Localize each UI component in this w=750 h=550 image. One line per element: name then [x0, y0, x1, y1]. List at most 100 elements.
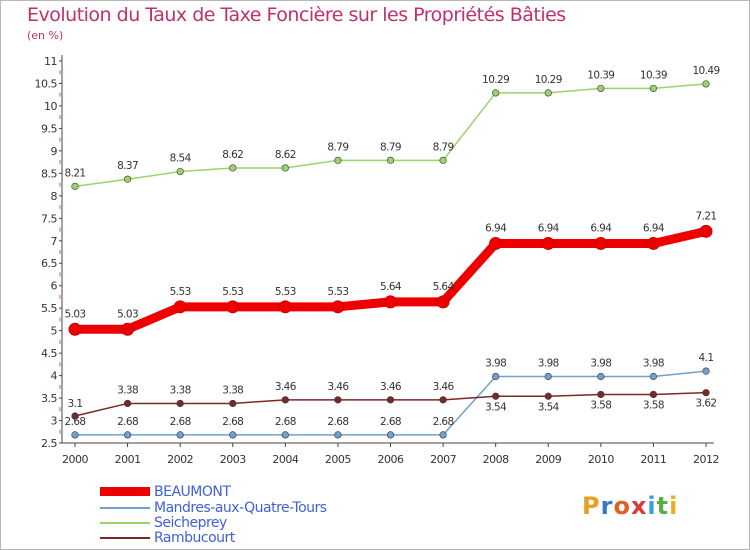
data-label: 5.64 — [433, 281, 455, 293]
data-point — [489, 236, 503, 250]
y-tick-label: 6.5 — [41, 257, 57, 270]
data-label: 3.38 — [170, 384, 191, 396]
data-label: 2.68 — [433, 416, 454, 428]
data-label: 3.62 — [696, 398, 717, 410]
data-label: 3.46 — [380, 381, 402, 393]
data-label: 3.98 — [485, 357, 506, 369]
x-tick-label: 2009 — [535, 453, 561, 466]
data-point — [386, 396, 395, 404]
data-point — [176, 167, 184, 176]
data-point — [386, 431, 395, 439]
data-label: 3.46 — [433, 381, 455, 393]
data-point — [331, 300, 345, 314]
data-point — [702, 80, 710, 88]
data-label: 3.54 — [485, 401, 507, 413]
logo-letter: o — [613, 492, 631, 520]
data-point — [123, 431, 132, 439]
data-label: 3.38 — [117, 384, 138, 396]
data-label: 8.79 — [327, 141, 348, 153]
data-label: 8.54 — [170, 153, 192, 165]
data-label: 2.68 — [117, 416, 138, 428]
data-point — [123, 175, 132, 183]
data-label: 3.54 — [538, 401, 560, 413]
legend-label-mandres: Mandres-aux-Quatre-Tours — [154, 499, 327, 516]
data-point — [492, 372, 500, 381]
legend-item-rambucourt: Rambucourt — [100, 530, 235, 546]
data-label: 3.58 — [590, 399, 611, 411]
data-point — [334, 431, 342, 439]
data-label: 8.37 — [117, 160, 138, 172]
data-point — [71, 412, 79, 420]
x-tick-label: 2012 — [693, 453, 719, 466]
data-label: 5.64 — [380, 281, 402, 293]
x-tick-label: 2008 — [483, 453, 509, 466]
data-label: 3.98 — [590, 357, 611, 369]
data-label: 8.79 — [380, 141, 401, 153]
data-point — [544, 372, 552, 381]
data-label: 8.21 — [65, 167, 86, 179]
y-tick-label: 3 — [51, 415, 58, 428]
data-point — [544, 392, 552, 400]
y-tick-label: 3.5 — [41, 392, 57, 405]
y-tick-label: 4.5 — [41, 347, 57, 360]
data-label: 10.39 — [587, 69, 614, 81]
legend-swatch-beaumont — [100, 487, 150, 496]
data-point — [594, 236, 608, 250]
data-point — [649, 84, 658, 93]
y-tick-label: 6 — [51, 280, 58, 293]
data-point — [71, 182, 79, 190]
data-point — [123, 399, 132, 408]
data-point — [436, 295, 450, 309]
data-point — [229, 431, 237, 439]
y-tick-label: 7 — [51, 235, 58, 248]
data-label: 2.68 — [170, 416, 191, 428]
legend-swatch-mandres — [100, 506, 150, 509]
data-point — [384, 295, 397, 309]
data-point — [649, 372, 658, 381]
data-point — [544, 89, 552, 97]
data-label: 10.39 — [640, 69, 667, 81]
y-tick-label: 7.5 — [41, 212, 57, 225]
legend-label-seicheprey: Seicheprey — [154, 514, 227, 531]
x-tick-label: 2001 — [115, 453, 141, 466]
y-tick-label: 2.5 — [41, 437, 57, 450]
data-label: 6.94 — [538, 222, 560, 234]
data-point — [121, 322, 135, 336]
data-label: 3.46 — [327, 381, 349, 393]
data-label: 3.1 — [68, 398, 83, 410]
data-label: 5.53 — [327, 286, 348, 298]
data-label: 3.58 — [643, 399, 664, 411]
data-label: 10.29 — [482, 74, 509, 86]
data-label: 5.53 — [170, 286, 191, 298]
legend-label-beaumont: BEAUMONT — [154, 483, 231, 500]
legend-item-beaumont: BEAUMONT — [100, 483, 231, 500]
chart-legend: BEAUMONT Mandres-aux-Quatre-Tours Seiche… — [100, 484, 430, 546]
y-tick-label: 10 — [44, 100, 57, 113]
data-label: 3.98 — [643, 357, 664, 369]
data-point — [702, 389, 710, 397]
logo-letter: r — [600, 492, 614, 520]
chart-title: Evolution du Taux de Taxe Foncière sur l… — [27, 4, 566, 26]
y-tick-label: 8.5 — [41, 167, 57, 180]
data-point — [386, 156, 395, 164]
data-point — [176, 431, 184, 439]
data-point — [597, 372, 605, 381]
data-point — [649, 390, 658, 399]
data-point — [646, 236, 660, 250]
x-tick-label: 2007 — [430, 453, 456, 466]
data-label: 2.68 — [65, 416, 86, 428]
logo-letter: i — [647, 492, 657, 520]
y-tick-label: 8 — [51, 190, 58, 203]
data-label: 8.62 — [222, 149, 243, 161]
legend-item-mandres: Mandres-aux-Quatre-Tours — [100, 499, 327, 516]
data-point — [334, 396, 342, 404]
data-point — [71, 431, 79, 439]
y-axis-unit-label: (en %) — [27, 29, 64, 42]
data-point — [439, 156, 447, 164]
data-label: 6.94 — [590, 222, 612, 234]
data-point — [281, 164, 289, 172]
logo-letter: t — [656, 492, 670, 520]
data-label: 10.49 — [692, 65, 719, 77]
data-point — [492, 392, 500, 400]
